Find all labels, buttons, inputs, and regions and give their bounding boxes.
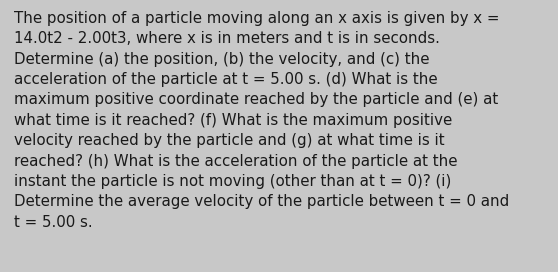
- Text: The position of a particle moving along an x axis is given by x =
14.0t2 - 2.00t: The position of a particle moving along …: [14, 11, 509, 230]
